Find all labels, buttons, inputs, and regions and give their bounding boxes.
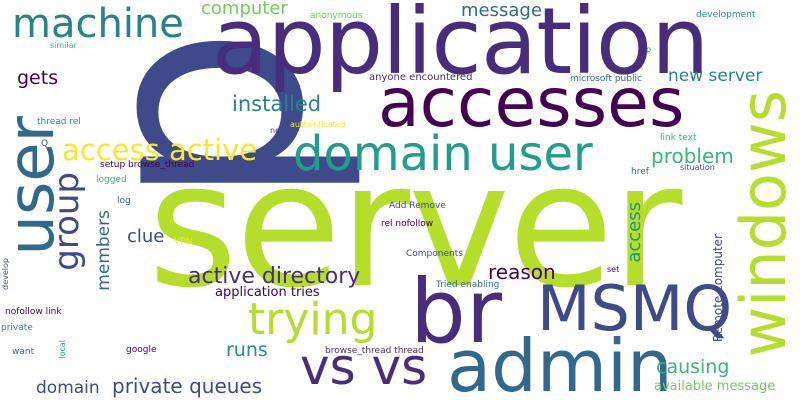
word-situation: situation [680, 163, 715, 172]
word-add-remove: Add Remove [389, 201, 446, 211]
word-windows: windows [727, 90, 800, 358]
word-vs-vs: vs vs [300, 338, 428, 396]
word-browse-thread-thread: browse_thread thread [325, 346, 424, 356]
word-available-message: available message [654, 379, 776, 394]
word-authenticated: authenticated [290, 120, 346, 129]
word-google: google [126, 345, 157, 355]
word-similar: similar [50, 41, 77, 50]
word-anonymous: anonymous [310, 11, 363, 21]
word-local: local [58, 340, 67, 359]
word-anyone-encountered: anyone encountered [369, 72, 473, 83]
word-computer: computer [201, 0, 288, 19]
word-msmq: MSMQ [537, 272, 733, 345]
word-reason: reason [488, 260, 556, 284]
word-setup-browse-thread: setup browse_thread [100, 160, 195, 170]
word-gets: gets [17, 67, 59, 89]
word-clue: clue [127, 226, 165, 247]
word-vpn: VPN [174, 237, 193, 247]
word-problem: problem [651, 144, 734, 168]
word-machine: machine [12, 1, 184, 47]
word-development: development [696, 10, 756, 20]
word-need: need [270, 126, 290, 135]
word-application-tries: application tries [215, 285, 320, 300]
word-remote-computer: Remote computer [711, 234, 725, 342]
word-members: members [94, 210, 114, 291]
word-server: server [148, 125, 682, 326]
word-q: Q [41, 139, 49, 149]
word-tried-enabling: Tried enabling [436, 280, 500, 290]
word-installed: installed [232, 92, 322, 116]
word-logged: logged [96, 175, 127, 185]
word-runs: runs [226, 339, 268, 361]
word-access-active: access active [62, 133, 258, 167]
word-href: href [631, 167, 649, 177]
word-microsoft-public: microsoft public [570, 74, 642, 84]
word-link-text: link text [660, 133, 697, 143]
word-br: br [410, 260, 503, 363]
word-trying: trying [248, 294, 378, 345]
word-nofollow-link: nofollow link [5, 307, 62, 317]
word-accesses: accesses [378, 64, 685, 143]
word-log: log [117, 196, 131, 206]
word-develop: develop [1, 258, 10, 290]
word-p-small: p [646, 45, 652, 54]
word-want: want [12, 347, 35, 357]
word-application: application [212, 0, 709, 95]
word-rel-nofollow: rel nofollow [381, 219, 434, 229]
word-active-directory: active directory [188, 264, 361, 289]
word-domain: domain [36, 378, 100, 398]
word-set: set [607, 265, 620, 274]
word-domain-user: domain user [293, 126, 593, 182]
word-group: group [47, 172, 87, 271]
word-private-queues: private queues [112, 374, 263, 398]
word-access: access [624, 202, 645, 263]
word-causing: causing [656, 356, 730, 378]
word-private: private [1, 323, 33, 333]
word-components: Components [406, 249, 463, 259]
word-thread-rel: thread rel [37, 117, 81, 127]
word-message: message [461, 0, 542, 21]
word-new-server: new server [668, 66, 763, 86]
word-admin: admin [447, 324, 673, 400]
